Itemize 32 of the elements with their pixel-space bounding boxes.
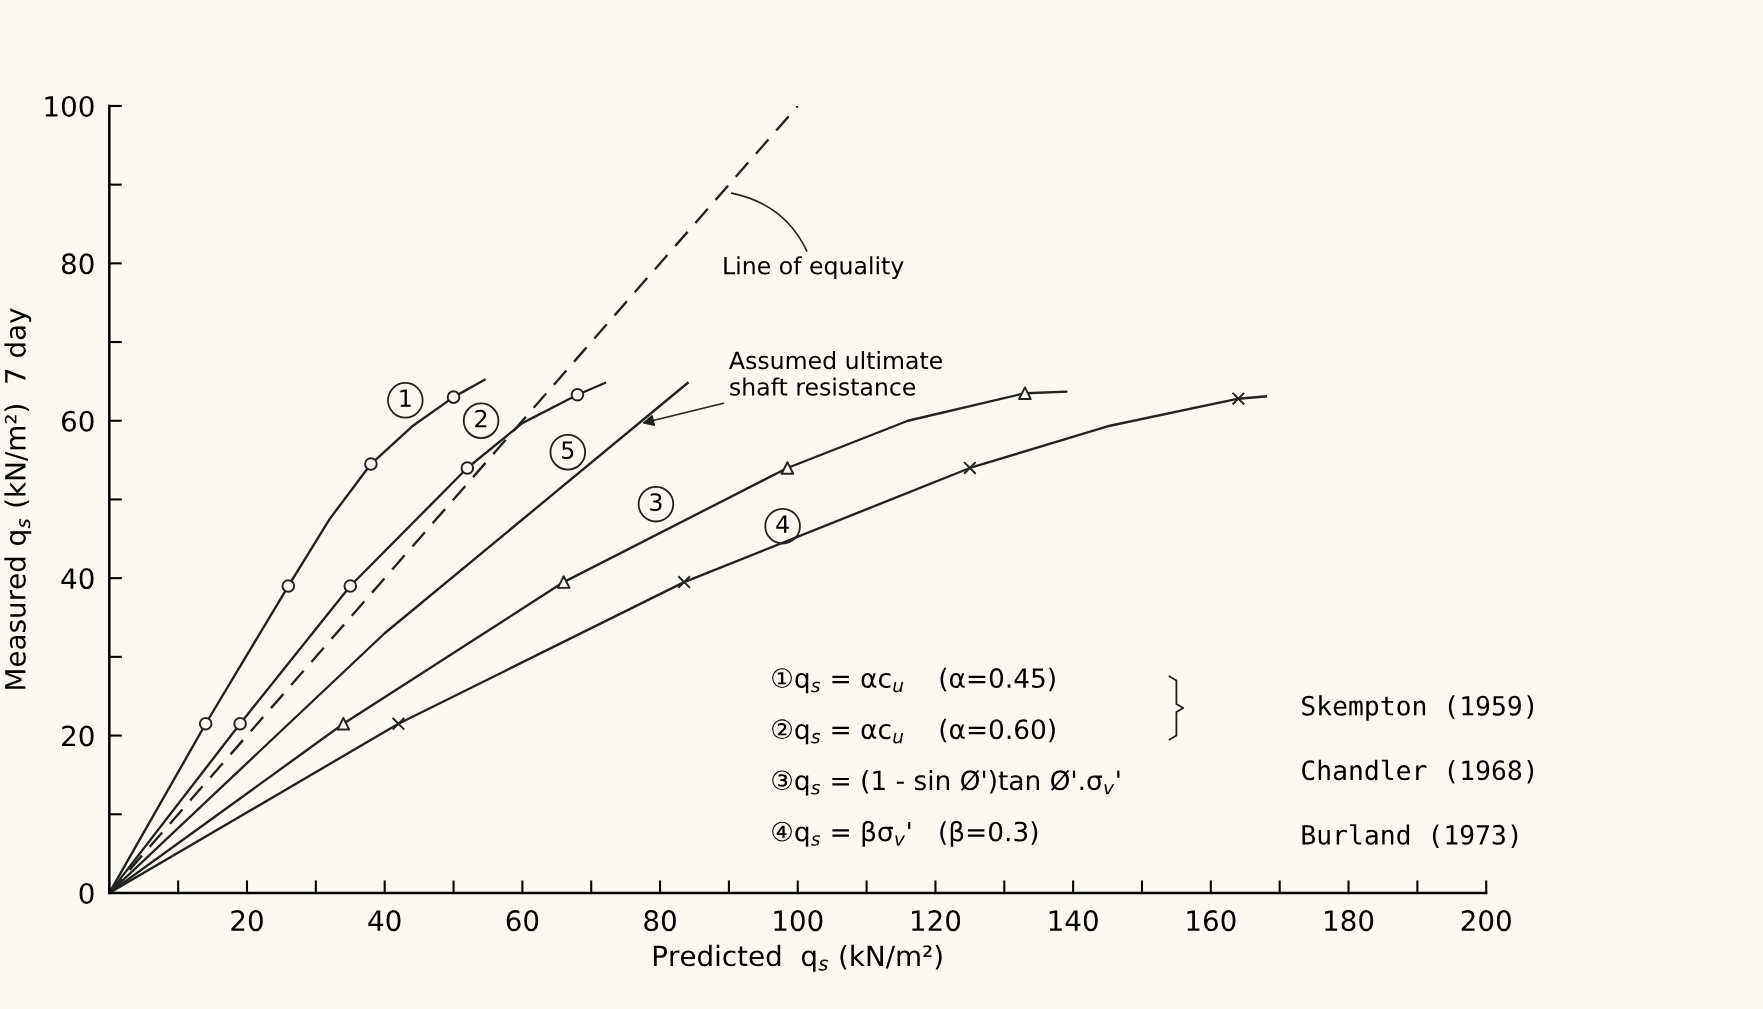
text: ②q$_{s}$ = αc$_{u}$ (α=0.60) xyxy=(772,718,1055,745)
y-tick-label: 20 xyxy=(62,725,94,747)
x-tick-label: 100 xyxy=(774,910,823,932)
y-axis-title: Measured q$_{s}$ (kN/m²) 7 day xyxy=(4,308,32,689)
annotation: Skempton (1959) xyxy=(1302,695,1534,721)
x-axis-title: Predicted q$_{s}$ (kN/m²) xyxy=(653,944,942,972)
annotation: 1 xyxy=(400,389,411,407)
x-tick-label: 140 xyxy=(1049,910,1098,932)
annotation: 3 xyxy=(650,493,662,512)
x-tick-label: 180 xyxy=(1325,910,1374,932)
x-tick-label: 60 xyxy=(506,910,539,932)
annotation: 2 xyxy=(475,409,487,428)
x-tick-label: 20 xyxy=(231,910,263,932)
y-tick-label: 0 xyxy=(79,882,94,904)
annotation: Assumed ultimate shaft resistance xyxy=(729,351,942,396)
annotation: Chandler (1968) xyxy=(1302,759,1534,784)
y-tick-label: 80 xyxy=(61,253,94,275)
x-tick-label: 120 xyxy=(911,910,961,932)
annotation: Burland (1973) xyxy=(1302,824,1518,848)
annotation: 5 xyxy=(562,441,574,460)
x-tick-label: 160 xyxy=(1187,910,1236,932)
text: ①q$_{s}$ = αc$_{u}$ (α=0.45) xyxy=(772,667,1055,694)
x-tick-label: 40 xyxy=(368,910,401,932)
annotation: Line of equality xyxy=(724,256,904,280)
y-tick-label: 100 xyxy=(45,95,94,117)
x-tick-label: 200 xyxy=(1461,910,1511,932)
y-tick-label: 40 xyxy=(61,568,94,590)
annotation: 4 xyxy=(776,515,789,533)
y-tick-label: 60 xyxy=(62,410,94,432)
x-tick-label: 80 xyxy=(644,910,676,932)
annotation: ③q$_{s}$ = (1 - sin Ø')tan Ø'.σ$_{v}$' xyxy=(772,769,1120,796)
annotation: ④q$_{s}$ = βσ$_{v}$' (β=0.3) xyxy=(772,821,1038,847)
